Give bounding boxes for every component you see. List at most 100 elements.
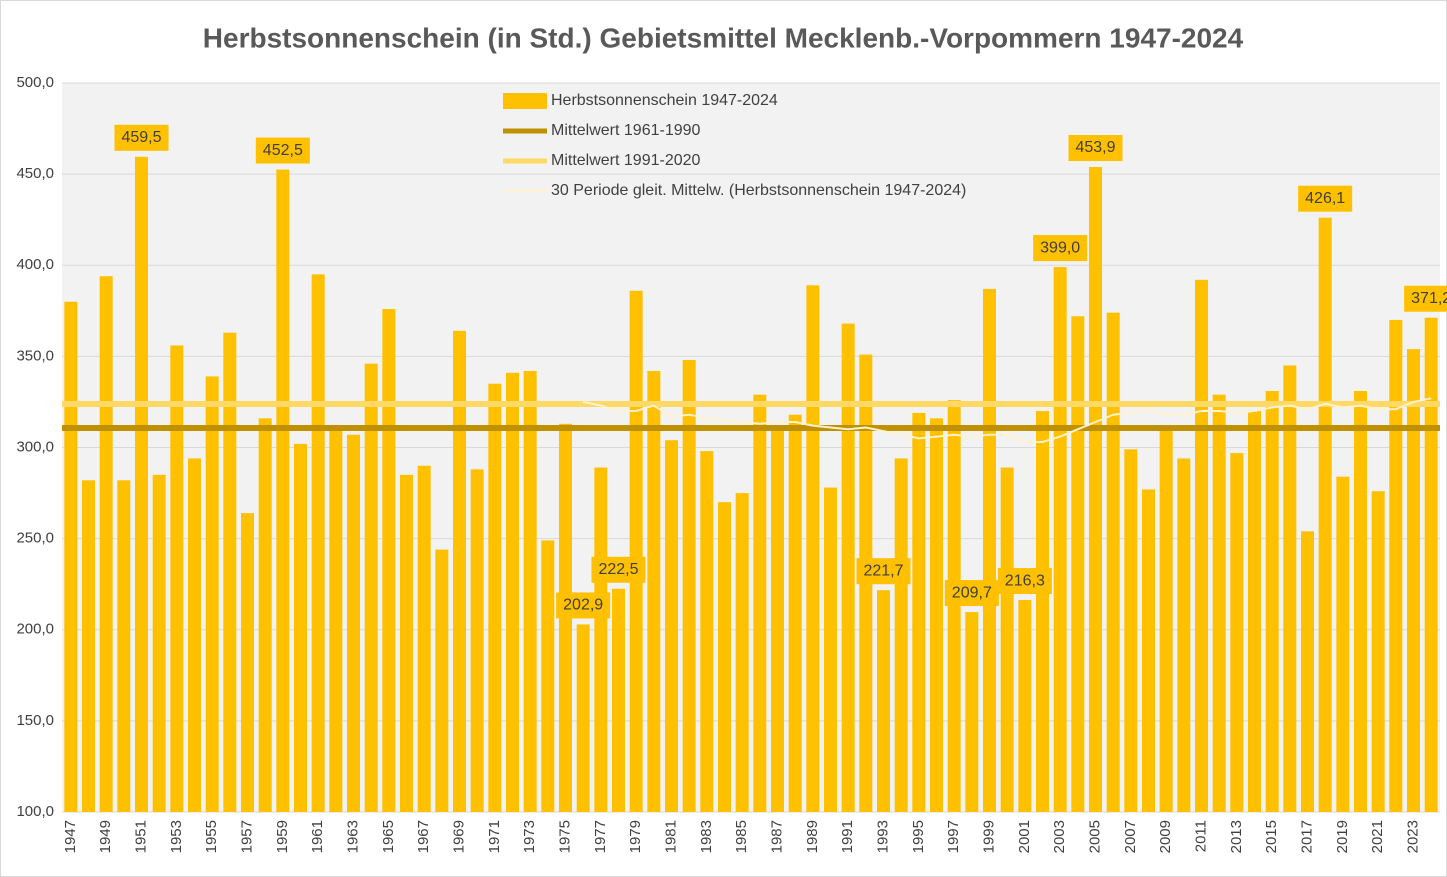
y-tick-label: 300,0 xyxy=(16,438,54,455)
bar xyxy=(788,414,802,812)
bar xyxy=(311,274,325,812)
x-tick-label: 1989 xyxy=(804,820,821,853)
y-tick-label: 250,0 xyxy=(16,530,54,547)
bar xyxy=(700,451,714,812)
bar xyxy=(647,370,661,812)
bar xyxy=(930,418,943,812)
legend-label: Mittelwert 1991-2020 xyxy=(551,152,701,169)
bar xyxy=(1159,427,1173,812)
data-label-text: 221,7 xyxy=(863,562,903,579)
x-tick-label: 1997 xyxy=(945,820,962,853)
x-tick-label: 1999 xyxy=(980,820,997,853)
bar xyxy=(1124,449,1138,812)
x-tick-label: 1969 xyxy=(450,820,467,853)
bar xyxy=(400,474,413,812)
bar xyxy=(1354,391,1367,812)
bar xyxy=(1318,217,1332,813)
bar xyxy=(877,590,890,812)
data-label: 371,2 xyxy=(1404,285,1447,312)
x-tick-label: 1979 xyxy=(627,820,644,853)
x-tick-label: 1949 xyxy=(97,820,114,853)
x-tick-label: 1955 xyxy=(203,820,220,853)
bar xyxy=(170,345,184,812)
x-tick-label: 1991 xyxy=(839,820,856,853)
legend-label: 30 Periode gleit. Mittelw. (Herbstsonnen… xyxy=(551,182,966,199)
legend-swatch xyxy=(503,93,547,109)
bar xyxy=(1089,167,1102,813)
bar xyxy=(665,440,678,812)
data-label-text: 202,9 xyxy=(563,597,603,614)
bar xyxy=(506,372,519,812)
x-tick-label: 1965 xyxy=(380,820,397,853)
bar xyxy=(576,624,590,812)
data-label: 459,5 xyxy=(114,124,169,151)
x-tick-label: 1985 xyxy=(733,820,750,853)
data-label: 399,0 xyxy=(1033,235,1088,262)
bar xyxy=(718,502,731,812)
bar xyxy=(983,288,996,812)
x-tick-label: 1977 xyxy=(592,820,609,853)
x-tick-label: 1975 xyxy=(556,820,573,853)
x-tick-label: 2023 xyxy=(1404,820,1421,853)
bar xyxy=(347,434,360,812)
bar xyxy=(541,540,555,812)
x-tick-label: 1947 xyxy=(62,820,79,853)
data-label-box xyxy=(556,592,611,619)
chart-title: Herbstsonnenschein (in Std.) Gebietsmitt… xyxy=(203,22,1244,53)
data-label-text: 216,3 xyxy=(1005,572,1045,589)
x-tick-label: 2015 xyxy=(1263,820,1280,853)
bar xyxy=(417,465,431,812)
bar xyxy=(241,513,254,812)
bar xyxy=(82,480,95,812)
moving-average xyxy=(582,397,1432,443)
data-label: 426,1 xyxy=(1298,185,1353,212)
x-tick-label: 2007 xyxy=(1122,820,1139,853)
bar xyxy=(1071,316,1085,812)
data-label: 453,9 xyxy=(1068,135,1123,162)
data-label: 202,9 xyxy=(556,592,611,619)
y-tick-label: 450,0 xyxy=(16,165,54,182)
bar xyxy=(1195,279,1208,813)
bar xyxy=(188,458,201,812)
bar xyxy=(894,458,908,812)
data-label-box xyxy=(997,568,1052,595)
bar xyxy=(1036,411,1049,812)
data-label: 216,3 xyxy=(997,568,1052,595)
x-tick-label: 1973 xyxy=(521,820,538,853)
bar xyxy=(682,360,696,812)
bar xyxy=(470,469,484,812)
data-label-text: 399,0 xyxy=(1040,239,1080,256)
bar xyxy=(135,156,148,812)
x-tick-label: 1951 xyxy=(132,820,149,853)
x-tick-label: 1959 xyxy=(274,820,291,853)
data-label-box xyxy=(1033,235,1088,262)
x-tick-label: 2001 xyxy=(1016,820,1033,853)
bar xyxy=(735,493,749,812)
bar xyxy=(1407,349,1420,812)
data-label-text: 452,5 xyxy=(263,142,303,159)
x-tick-label: 2009 xyxy=(1157,820,1174,853)
data-label-box xyxy=(856,558,911,585)
bar xyxy=(294,443,307,812)
bar xyxy=(382,308,396,812)
bar xyxy=(841,323,855,812)
data-label-text: 426,1 xyxy=(1305,190,1345,207)
bar xyxy=(1230,452,1244,812)
data-label-text: 459,5 xyxy=(121,129,161,146)
x-tick-label: 1993 xyxy=(874,820,891,853)
data-label-text: 371,2 xyxy=(1411,290,1447,307)
y-tick-label: 500,0 xyxy=(16,74,54,91)
bar xyxy=(1142,489,1155,812)
bar xyxy=(1212,394,1226,812)
bar xyxy=(1301,531,1314,812)
bar xyxy=(965,612,979,812)
bar xyxy=(276,169,290,813)
x-tick-label: 1987 xyxy=(768,820,785,853)
bar xyxy=(806,285,820,812)
y-tick-label: 400,0 xyxy=(16,256,54,273)
x-tick-label: 2011 xyxy=(1192,820,1209,852)
data-label-text: 222,5 xyxy=(598,561,638,578)
bar xyxy=(435,549,449,812)
